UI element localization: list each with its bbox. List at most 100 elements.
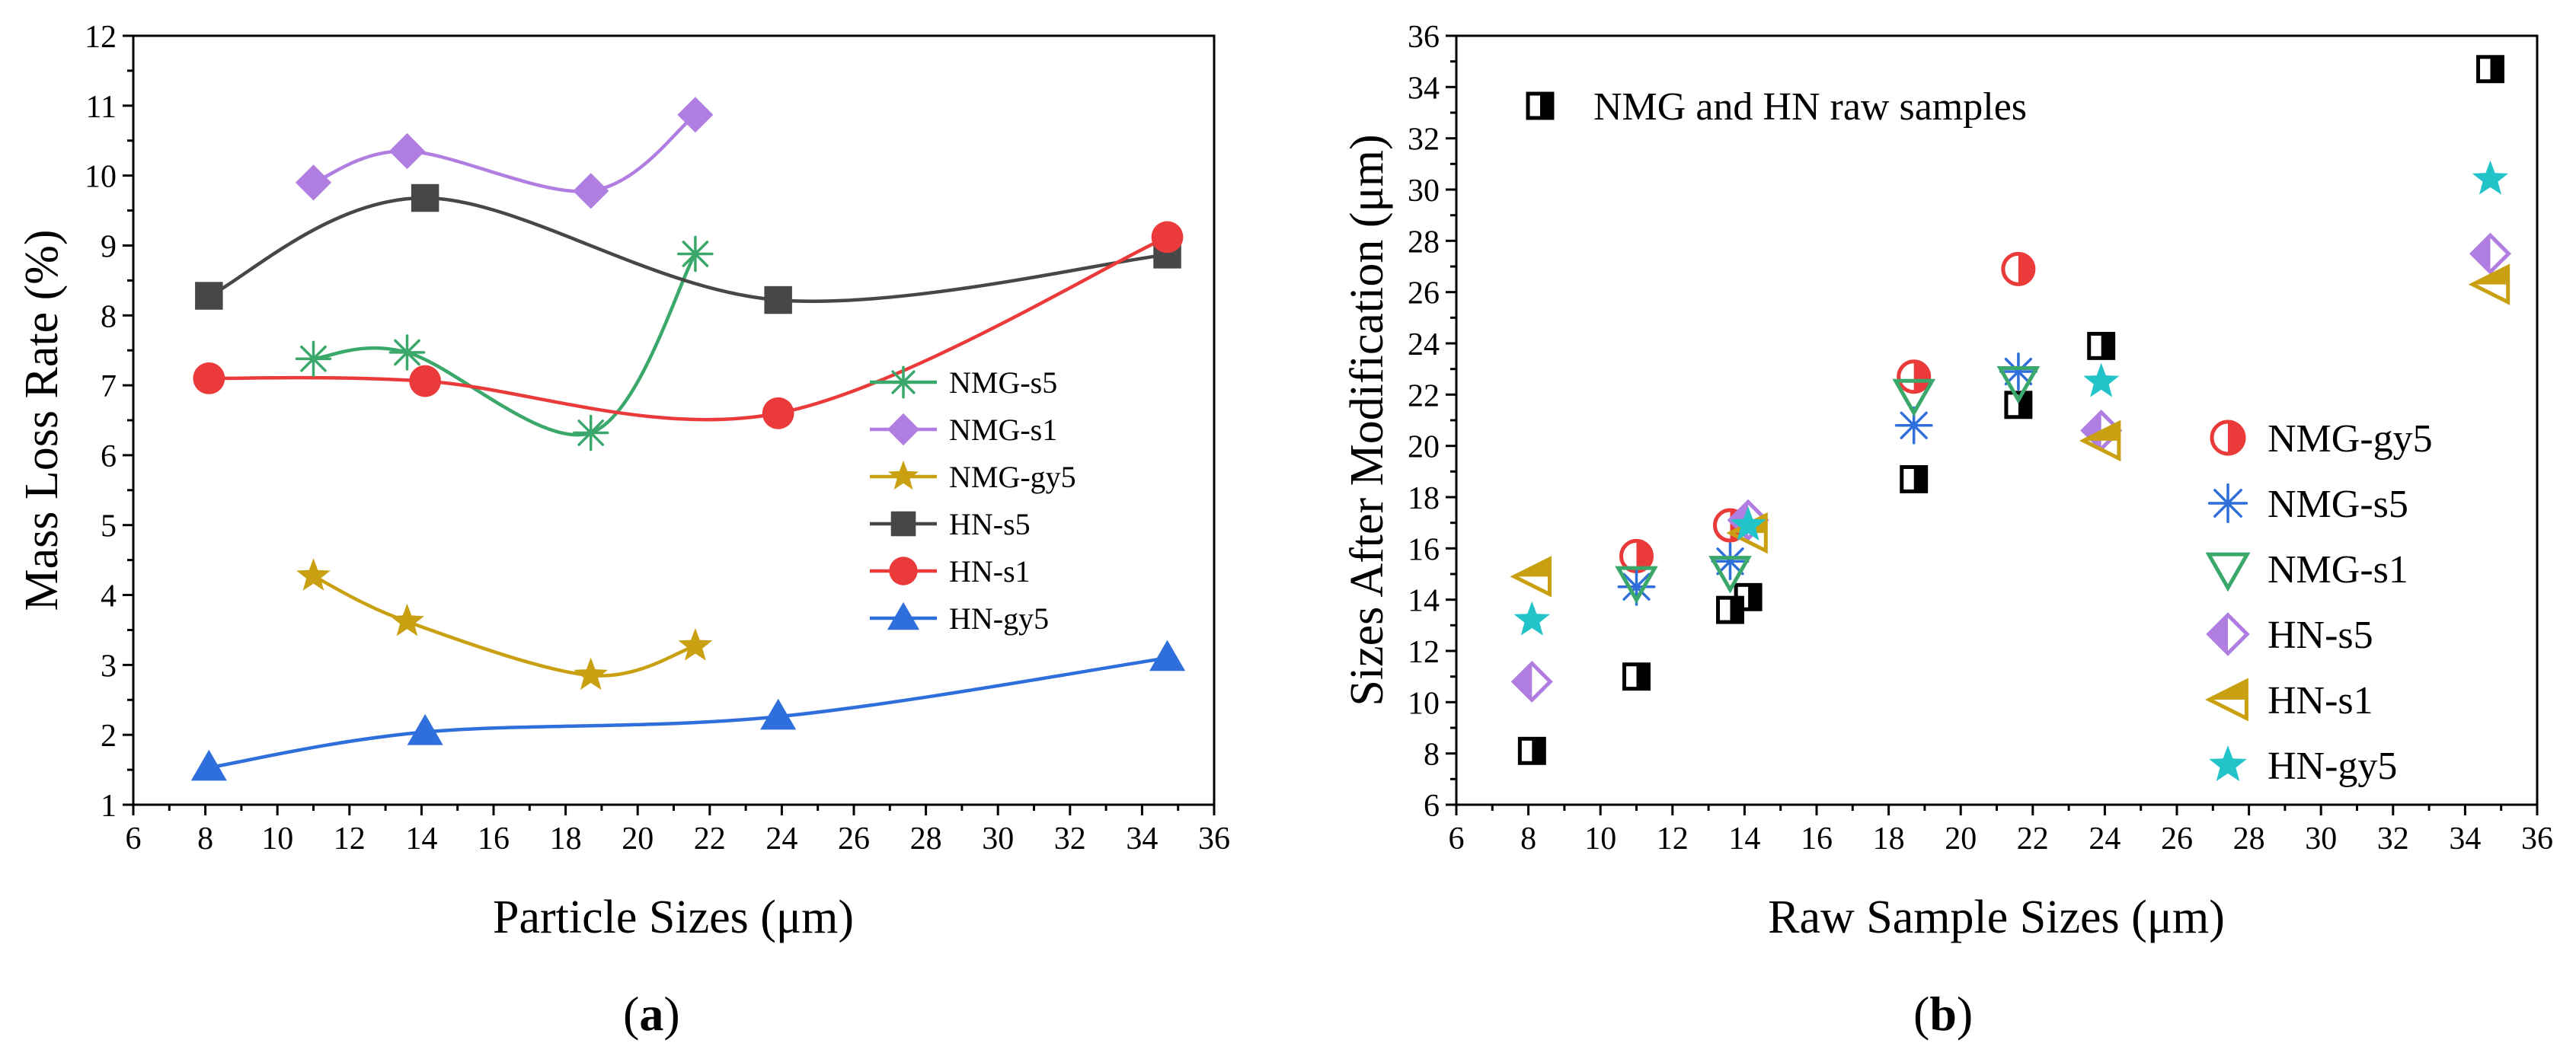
x-tick-label-a: 34 bbox=[1126, 821, 1158, 856]
x-tick-label-b: 32 bbox=[2377, 821, 2409, 856]
legend-marker-hn-s5 bbox=[890, 511, 916, 537]
legend-marker-nmg-s5 bbox=[2207, 483, 2248, 524]
x-tick-label-a: 24 bbox=[765, 821, 797, 856]
y-tick-label-b: 22 bbox=[1408, 378, 1440, 413]
y-tick-label-b: 26 bbox=[1408, 276, 1440, 311]
data-point-hn-gy5 bbox=[1730, 506, 1766, 541]
series-line-hn-s1 bbox=[209, 235, 1168, 422]
x-tick-label-b: 24 bbox=[2089, 821, 2121, 856]
x-tick-label-a: 28 bbox=[910, 821, 942, 856]
x-tick-label-a: 32 bbox=[1054, 821, 1086, 856]
x-tick-label-a: 22 bbox=[694, 821, 726, 856]
y-tick-label-b: 36 bbox=[1408, 20, 1440, 55]
legend-marker-hn-gy5 bbox=[2209, 745, 2247, 782]
data-point-hn-s1 bbox=[193, 362, 225, 394]
legend-label-nmg-s5: NMG-s5 bbox=[2268, 483, 2408, 526]
raw-sample-point bbox=[2476, 55, 2504, 84]
data-point-hn-s5 bbox=[2469, 232, 2512, 275]
x-tick-label-a: 20 bbox=[622, 821, 654, 856]
y-tick-label-a: 10 bbox=[85, 160, 117, 195]
y-tick-label-a: 1 bbox=[101, 789, 117, 824]
chart-panel-b: 6 8 10 12 14 16 18 20 22 24 26 28 30 32 34 36 6 8 10 12 14 16… bbox=[1341, 20, 2553, 1041]
legend-label-nmg-s1: NMG-s1 bbox=[2268, 548, 2408, 592]
x-tick-label-b: 18 bbox=[1873, 821, 1905, 856]
x-tick-label-b: 8 bbox=[1520, 821, 1536, 856]
x-tick-label-a: 18 bbox=[550, 821, 582, 856]
data-point-nmg-gy5 bbox=[296, 558, 331, 591]
x-axis-title-a: Particle Sizes (μm) bbox=[493, 892, 854, 943]
data-point-nmg-s1 bbox=[388, 132, 425, 170]
data-point-nmg-gy5 bbox=[1897, 359, 1932, 394]
legend-marker-hn-s1 bbox=[2205, 678, 2248, 722]
y-tick-label-b: 34 bbox=[1408, 71, 1440, 106]
data-point-nmg-s1 bbox=[1708, 556, 1752, 594]
raw-sample-point bbox=[1900, 464, 1929, 493]
data-point-nmg-s1 bbox=[573, 173, 609, 209]
data-point-hn-s1 bbox=[409, 365, 442, 397]
legend-label-hn-gy5: HN-gy5 bbox=[949, 601, 1049, 636]
data-point-hn-s1 bbox=[1151, 221, 1184, 254]
y-tick-label-b: 24 bbox=[1408, 327, 1440, 362]
legend-label-hn-gy5: HN-gy5 bbox=[2268, 745, 2397, 788]
x-tick-label-a: 26 bbox=[838, 821, 870, 856]
y-tick-label-a: 7 bbox=[101, 369, 117, 404]
data-point-hn-s5 bbox=[195, 282, 223, 310]
data-point-nmg-gy5 bbox=[390, 603, 424, 636]
y-tick-label-a: 12 bbox=[85, 20, 117, 55]
legend-label-nmg-gy5: NMG-gy5 bbox=[2268, 417, 2433, 461]
markers-a bbox=[190, 97, 1186, 781]
x-tick-label-b: 16 bbox=[1801, 821, 1833, 856]
raw-legend-label: NMG and HN raw samples bbox=[1593, 85, 2027, 129]
data-point-nmg-s5 bbox=[295, 340, 332, 377]
y-tick-label-b: 14 bbox=[1408, 584, 1440, 619]
data-point-hn-s5 bbox=[1510, 660, 1553, 703]
legend-label-hn-s1: HN-s1 bbox=[2268, 679, 2373, 722]
x-tick-label-b: 30 bbox=[2305, 821, 2337, 856]
series-line-nmg-s1 bbox=[312, 113, 697, 193]
x-tick-label-b: 14 bbox=[1728, 821, 1760, 856]
y-axis-title-a: Mass Loss Rate (%) bbox=[16, 229, 68, 611]
data-point-nmg-s5 bbox=[677, 235, 714, 273]
y-tick-label-b: 32 bbox=[1408, 123, 1440, 158]
y-tick-label-a: 2 bbox=[101, 719, 117, 754]
data-point-hn-gy5 bbox=[2472, 160, 2509, 195]
legend-marker-raw bbox=[1526, 91, 1555, 120]
legend-marker-nmg-gy5 bbox=[2210, 419, 2246, 456]
y-tick-label-a: 8 bbox=[101, 299, 117, 334]
data-point-nmg-s5 bbox=[1617, 567, 1656, 606]
data-point-hn-gy5 bbox=[760, 698, 797, 730]
x-tick-label-a: 16 bbox=[478, 821, 510, 856]
x-tick-label-a: 12 bbox=[334, 821, 366, 856]
data-point-nmg-gy5 bbox=[574, 657, 609, 691]
y-tick-label-a: 9 bbox=[101, 230, 117, 265]
data-point-hn-s1 bbox=[2079, 419, 2121, 462]
data-point-hn-gy5 bbox=[2083, 362, 2120, 397]
data-point-nmg-s5 bbox=[1711, 542, 1750, 581]
x-tick-label-a: 30 bbox=[982, 821, 1014, 856]
x-tick-label-b: 20 bbox=[1945, 821, 1977, 856]
y-tick-label-b: 16 bbox=[1408, 532, 1440, 567]
raw-sample-point bbox=[2004, 391, 2033, 419]
y-tick-label-a: 5 bbox=[101, 509, 117, 544]
x-tick-label-a: 36 bbox=[1198, 821, 1230, 856]
x-tick-label-b: 34 bbox=[2449, 821, 2481, 856]
legend-label-hn-s1: HN-s1 bbox=[949, 554, 1031, 589]
y-tick-label-b: 6 bbox=[1424, 789, 1440, 824]
series-line-hn-s5 bbox=[208, 196, 1168, 303]
raw-sample-point bbox=[1622, 662, 1651, 691]
x-tick-label-b: 10 bbox=[1584, 821, 1616, 856]
axis-ticks-a: 6 8 10 12 14 16 18 20 22 24 26 28 30 32 34 361234567891… bbox=[85, 20, 1230, 856]
x-tick-label-a: 8 bbox=[197, 821, 213, 856]
y-tick-label-a: 4 bbox=[101, 579, 117, 614]
data-point-nmg-s5 bbox=[572, 414, 609, 451]
data-point-nmg-s1 bbox=[295, 164, 332, 201]
x-tick-label-b: 6 bbox=[1449, 821, 1465, 856]
legend-label-nmg-s5: NMG-s5 bbox=[949, 365, 1057, 400]
y-tick-label-b: 18 bbox=[1408, 481, 1440, 516]
legend-label-nmg-s1: NMG-s1 bbox=[949, 413, 1057, 447]
data-point-hn-s1 bbox=[1510, 556, 1552, 598]
legend-label-hn-s5: HN-s5 bbox=[2268, 614, 2373, 657]
data-point-nmg-gy5 bbox=[678, 628, 713, 661]
y-tick-label-b: 30 bbox=[1408, 174, 1440, 209]
x-tick-label-b: 22 bbox=[2017, 821, 2049, 856]
